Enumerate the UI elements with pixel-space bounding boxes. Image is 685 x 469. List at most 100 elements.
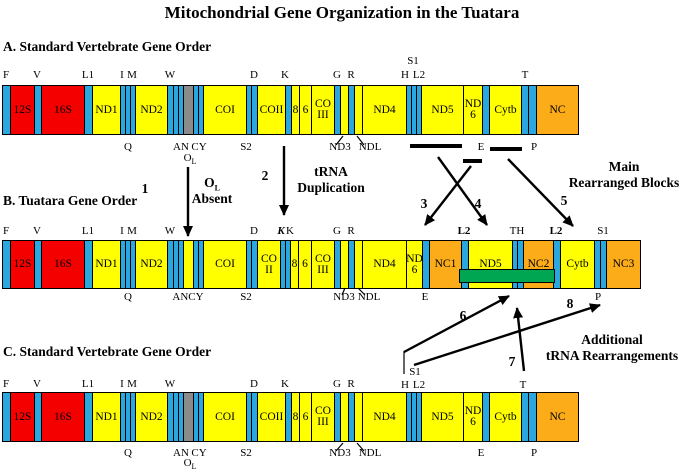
arrow-number-4: 4 bbox=[474, 196, 482, 211]
bar-a-gene-ND1: ND1 bbox=[92, 85, 121, 135]
bar-c-label-P: P bbox=[530, 447, 538, 459]
arrow-number-1: 1 bbox=[141, 181, 149, 196]
bar-b-gene-ND6: ND 6 bbox=[406, 240, 423, 289]
bar-c-label-V: V bbox=[33, 378, 41, 390]
bar-b-label-Q: Q bbox=[124, 291, 132, 303]
bar-c-label-W: W bbox=[164, 378, 176, 390]
bar-b-gene-NC3: NC3 bbox=[606, 240, 641, 289]
bar-a-gene-ND6: ND 6 bbox=[463, 85, 483, 135]
bar-b-label-V: V bbox=[33, 225, 41, 237]
bar-c-gene-NC: NC bbox=[536, 392, 579, 442]
bar-c-gene-ND5: ND5 bbox=[421, 392, 464, 442]
bar-b-gene-COII: CO II bbox=[257, 240, 281, 289]
bar-c-gene-16S: 16S bbox=[41, 392, 85, 442]
arrow-6 bbox=[403, 294, 510, 354]
bar-c-label-G: G bbox=[333, 378, 341, 390]
bar-a-label-E: E bbox=[477, 141, 485, 153]
bar-c-gene-COI: COI bbox=[203, 392, 247, 442]
arrow-4 bbox=[437, 156, 488, 226]
bar-a-label-K: K bbox=[281, 69, 289, 81]
bar-a-label-I: I bbox=[120, 69, 124, 81]
bar-a-label-V: V bbox=[33, 69, 41, 81]
bar-a-label-W: W bbox=[164, 69, 176, 81]
arrow-7 bbox=[513, 307, 526, 372]
figure-title: Mitochondrial Gene Organization in the T… bbox=[164, 3, 520, 22]
bar-a-label-L2: L2 bbox=[412, 69, 426, 81]
ol-absent-label: OL Absent bbox=[191, 175, 233, 206]
bar-a-gene-12S: 12S bbox=[10, 85, 35, 135]
bar-a-label-H: H bbox=[401, 69, 409, 81]
duplicated-region-highlight bbox=[459, 269, 555, 283]
bar-c-label-OL: OL bbox=[183, 457, 197, 469]
bar-c-label-F: F bbox=[2, 378, 10, 390]
section-c-heading: C. Standard Vertebrate Gene Order bbox=[3, 344, 212, 359]
bar-a-label-D: D bbox=[250, 69, 258, 81]
arrow-number-8: 8 bbox=[566, 296, 574, 311]
bar-a-gene-ND4: ND4 bbox=[362, 85, 407, 135]
bar-a-label-Q: Q bbox=[124, 141, 132, 153]
bar-c-gene-ND1: ND1 bbox=[92, 392, 121, 442]
arrow-number-2: 2 bbox=[261, 168, 269, 183]
bar-c-label-E: E bbox=[477, 447, 485, 459]
bar-c-gene-Cytb: Cytb bbox=[489, 392, 522, 442]
bar-c-label-K: K bbox=[281, 378, 289, 390]
bar-a-gene-COIII: CO III bbox=[311, 85, 335, 135]
bar-b-gene-12S: 12S bbox=[10, 240, 35, 289]
bar-b-gene-Cytb: Cytb bbox=[560, 240, 595, 289]
bar-a-gene-Cytb: Cytb bbox=[489, 85, 522, 135]
bar-c-label-L1: L1 bbox=[81, 378, 95, 390]
bar-a-gene-ND5: ND5 bbox=[421, 85, 464, 135]
bar-c-label-M: M bbox=[127, 378, 137, 390]
bar-b-gene-ND4: ND4 bbox=[362, 240, 407, 289]
bar-b-label-S2: S2 bbox=[240, 291, 252, 303]
bar-c-label-T: T bbox=[519, 379, 527, 391]
bar-c-gene-12S: 12S bbox=[10, 392, 35, 442]
arrow-3 bbox=[424, 165, 472, 226]
bar-b-label-W: W bbox=[164, 225, 176, 237]
bar-a-label-CY: CY bbox=[191, 141, 207, 153]
bar-b-label-F: F bbox=[2, 225, 10, 237]
bar-a-label-S1: S1 bbox=[407, 55, 419, 67]
bar-a-label-AN: AN bbox=[173, 141, 189, 153]
bar-b-label-K: K bbox=[277, 225, 285, 237]
bar-b-gene-16S: 16S bbox=[41, 240, 85, 289]
arrow-number-6: 6 bbox=[459, 308, 467, 323]
bar-c-label-I: I bbox=[120, 378, 124, 390]
bar-b-label-L2: L2 bbox=[549, 225, 563, 237]
bar-c-label-S1: S1 bbox=[409, 366, 421, 378]
arrow-number-7: 7 bbox=[508, 354, 516, 369]
bar-a-label-F: F bbox=[2, 69, 10, 81]
bar-a-label-P: P bbox=[530, 141, 538, 153]
bar-b-label-K: K bbox=[286, 225, 294, 237]
section-b-heading: B. Tuatara Gene Order bbox=[3, 193, 138, 208]
bar-b-label-ANCY: ANCY bbox=[172, 291, 204, 303]
bar-b-label-P: P bbox=[594, 291, 602, 303]
section-a-heading: A. Standard Vertebrate Gene Order bbox=[3, 39, 212, 54]
bar-a-label-G: G bbox=[333, 69, 341, 81]
bar-b-gene-ATP6: 6 bbox=[298, 240, 312, 289]
bar-b-label-ND3: ND3 bbox=[333, 291, 355, 303]
additional-trna-rearrangements-label: Additional tRNA Rearrangements bbox=[545, 332, 679, 363]
bar-c-gene-ND2: ND2 bbox=[135, 392, 168, 442]
bar-c-label-L2: L2 bbox=[412, 379, 426, 391]
bar-b-gene-ND1: ND1 bbox=[92, 240, 121, 289]
bar-b-label-M: M bbox=[127, 225, 137, 237]
bar-c-label-D: D bbox=[250, 378, 258, 390]
bar-b-label-D: D bbox=[250, 225, 258, 237]
bar-c-label-CY: CY bbox=[191, 447, 207, 459]
bar-c-label-S2: S2 bbox=[240, 447, 252, 459]
bar-a-label-M: M bbox=[127, 69, 137, 81]
main-rearranged-blocks-label: Main Rearranged Blocks bbox=[568, 159, 680, 190]
bar-a-label-S2: S2 bbox=[240, 141, 252, 153]
bar-c-label-R: R bbox=[347, 378, 355, 390]
bar-a-label-L1: L1 bbox=[81, 69, 95, 81]
bar-b-label-S1: S1 bbox=[597, 225, 609, 237]
bar-a-label-OL: OL bbox=[183, 152, 197, 167]
bar-c-label-NDL: NDL bbox=[358, 447, 382, 459]
trna-duplication-label: tRNA Duplication bbox=[297, 164, 365, 195]
bar-c-gene-COIII: CO III bbox=[311, 392, 335, 442]
bar-b-label-TH: TH bbox=[509, 225, 525, 237]
bar-a-gene-COI: COI bbox=[203, 85, 247, 135]
bar-a-label-R: R bbox=[347, 69, 355, 81]
